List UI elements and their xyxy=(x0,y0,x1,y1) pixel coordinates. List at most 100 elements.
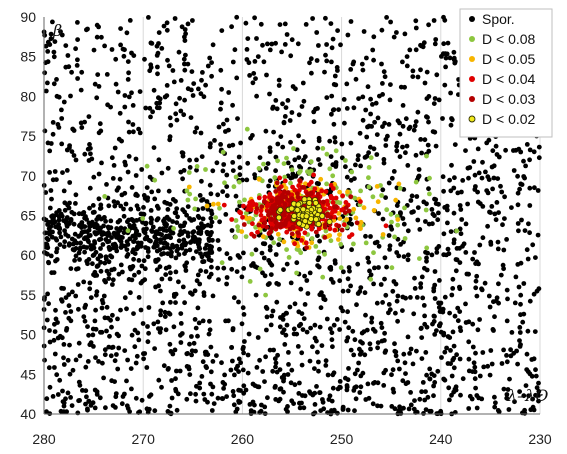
data-point xyxy=(93,355,98,360)
data-point xyxy=(301,139,306,145)
data-point xyxy=(477,242,483,248)
data-point xyxy=(307,60,312,66)
data-point xyxy=(309,240,315,246)
data-point xyxy=(189,334,194,339)
data-point xyxy=(525,256,531,262)
data-point xyxy=(292,157,298,163)
data-point xyxy=(391,279,397,284)
data-point xyxy=(98,268,104,274)
data-point xyxy=(112,358,118,364)
data-point xyxy=(386,310,391,316)
data-point xyxy=(70,247,76,252)
data-point xyxy=(427,408,433,414)
data-point xyxy=(349,221,354,227)
data-point xyxy=(511,168,517,173)
data-point xyxy=(431,383,436,389)
data-point xyxy=(288,280,294,286)
data-point xyxy=(126,217,132,223)
data-point xyxy=(429,252,435,258)
data-point xyxy=(63,43,69,48)
data-point xyxy=(127,409,132,414)
data-point xyxy=(59,213,65,219)
data-point xyxy=(316,264,322,270)
data-point xyxy=(104,72,110,77)
data-point xyxy=(180,150,186,156)
data-point xyxy=(532,185,537,191)
data-point xyxy=(422,397,428,403)
data-point xyxy=(263,354,268,360)
data-point xyxy=(255,54,261,59)
data-point xyxy=(185,197,191,203)
data-point xyxy=(148,215,154,221)
data-point xyxy=(75,37,80,42)
data-point xyxy=(287,304,293,310)
data-point xyxy=(187,157,193,163)
data-point xyxy=(413,119,419,124)
data-point xyxy=(164,214,170,220)
data-point xyxy=(412,398,417,403)
data-point xyxy=(267,178,273,184)
data-point xyxy=(276,282,281,287)
data-point xyxy=(389,372,394,378)
data-point xyxy=(85,359,91,364)
data-point xyxy=(501,347,506,353)
data-point xyxy=(126,70,131,76)
data-point xyxy=(96,24,101,30)
data-point xyxy=(219,360,224,366)
data-point xyxy=(480,235,486,241)
data-point xyxy=(358,219,364,225)
data-point xyxy=(400,144,405,150)
data-point xyxy=(451,343,457,349)
data-point xyxy=(296,391,302,396)
data-point xyxy=(284,32,290,37)
data-point xyxy=(351,241,356,247)
data-point xyxy=(408,295,413,300)
data-point xyxy=(523,163,528,169)
data-point xyxy=(386,180,392,186)
data-point xyxy=(480,204,486,209)
data-point xyxy=(508,353,514,359)
data-point xyxy=(420,44,426,50)
data-point xyxy=(199,178,204,184)
data-point xyxy=(495,239,501,245)
data-point xyxy=(272,356,278,362)
data-point xyxy=(206,257,212,262)
data-point xyxy=(315,191,321,197)
data-point xyxy=(395,293,401,299)
data-point xyxy=(397,185,403,191)
data-point xyxy=(312,216,319,223)
data-point xyxy=(238,388,243,393)
data-point xyxy=(316,135,322,141)
data-point xyxy=(163,327,169,333)
data-point xyxy=(125,77,131,82)
data-point xyxy=(48,253,54,259)
data-point xyxy=(190,18,195,23)
data-point xyxy=(196,242,201,247)
data-point xyxy=(158,237,164,243)
data-point xyxy=(46,301,51,307)
data-point xyxy=(171,226,177,231)
data-point xyxy=(269,198,274,204)
data-point xyxy=(352,337,358,343)
data-point xyxy=(454,352,459,358)
data-point xyxy=(422,321,428,327)
data-point xyxy=(504,359,510,365)
data-point xyxy=(200,197,206,202)
data-point xyxy=(320,274,326,280)
data-point xyxy=(452,386,458,392)
data-point xyxy=(402,205,407,211)
data-point xyxy=(202,246,208,251)
data-point xyxy=(122,243,128,249)
data-point xyxy=(125,252,131,257)
data-point xyxy=(270,368,276,374)
data-point xyxy=(237,199,242,205)
data-point xyxy=(488,348,494,353)
data-point xyxy=(524,367,530,372)
data-point xyxy=(336,237,341,242)
data-point xyxy=(386,122,392,127)
data-point xyxy=(128,206,134,212)
data-point xyxy=(490,148,496,154)
data-point xyxy=(273,98,279,103)
data-point xyxy=(259,204,265,210)
data-point xyxy=(355,157,361,163)
